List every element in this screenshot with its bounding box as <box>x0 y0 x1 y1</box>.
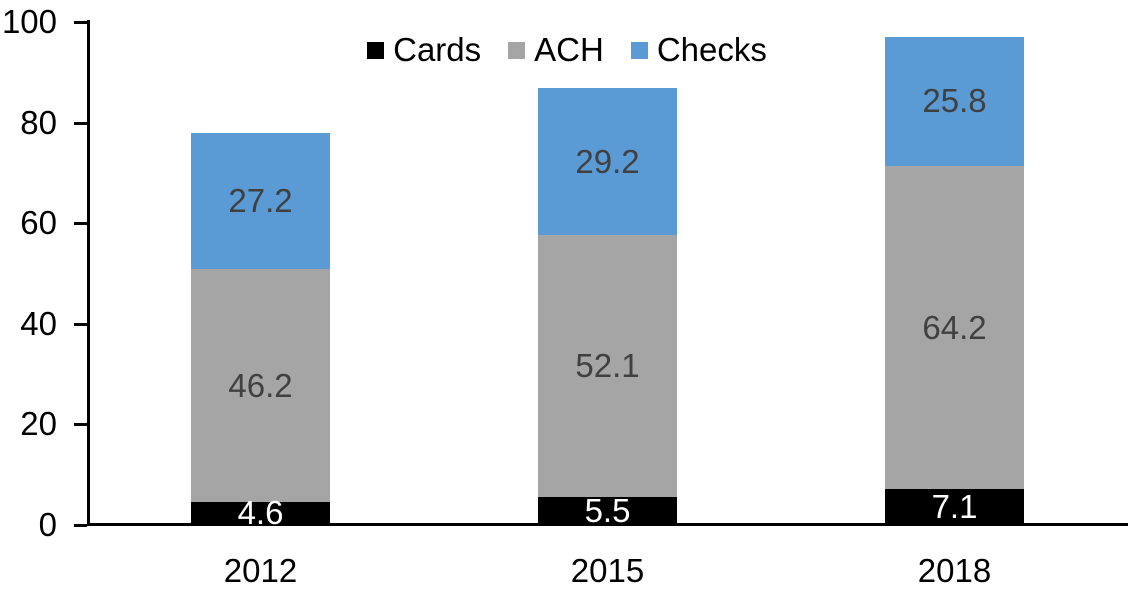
y-tick-mark <box>74 322 87 326</box>
y-tick-label: 100 <box>1 3 57 40</box>
bar-label-checks: 29.2 <box>575 142 640 180</box>
legend-label: ACH <box>534 31 604 68</box>
bar-segment-checks <box>191 132 330 270</box>
bar-segment-ach <box>538 235 677 498</box>
y-tick-mark <box>74 524 87 527</box>
legend-swatch-checks-icon <box>630 41 648 59</box>
y-tick-mark <box>74 121 87 125</box>
y-tick-label: 20 <box>20 405 57 443</box>
y-tick-label: 80 <box>20 103 57 141</box>
y-tick-mark <box>74 423 87 427</box>
bar-label-checks: 27.2 <box>228 182 293 220</box>
bar-label-ach: 64.2 <box>922 308 987 346</box>
bar-label-checks: 25.8 <box>922 82 987 120</box>
y-tick-label: 40 <box>20 304 57 342</box>
x-axis-label: 2012 <box>223 552 298 589</box>
bar-segment-cards <box>538 497 677 525</box>
x-axis-label: 2018 <box>917 552 992 589</box>
bar-segment-cards <box>885 489 1024 525</box>
bar-segment-cards <box>191 501 330 525</box>
legend-label: Cards <box>393 31 482 68</box>
x-axis-label: 2015 <box>570 552 645 589</box>
bar-label-cards: 4.6 <box>237 494 284 532</box>
bar-segment-ach <box>191 269 330 502</box>
bar-label-cards: 7.1 <box>931 488 978 526</box>
y-tick-label: 60 <box>20 204 57 242</box>
chart-legend: Cards ACH Checks <box>0 33 1134 67</box>
y-axis-line <box>87 20 90 526</box>
y-tick-label: 0 <box>38 506 57 543</box>
x-axis-line <box>87 523 1128 526</box>
bar-label-ach: 46.2 <box>228 366 293 404</box>
bar-label-cards: 5.5 <box>584 492 631 530</box>
legend-item-ach: ACH <box>508 33 604 67</box>
bar-label-ach: 52.1 <box>575 347 640 385</box>
bar-segment-checks <box>538 88 677 236</box>
legend-swatch-ach-icon <box>508 41 526 59</box>
bar-segment-checks <box>885 36 1024 167</box>
y-tick-mark <box>74 21 87 24</box>
legend-item-cards: Cards <box>367 33 481 67</box>
y-tick-mark <box>74 222 87 226</box>
legend-item-checks: Checks <box>630 31 767 68</box>
legend-swatch-cards-icon <box>367 41 385 59</box>
bar-segment-ach <box>885 166 1024 490</box>
legend-label: Checks <box>656 31 767 68</box>
